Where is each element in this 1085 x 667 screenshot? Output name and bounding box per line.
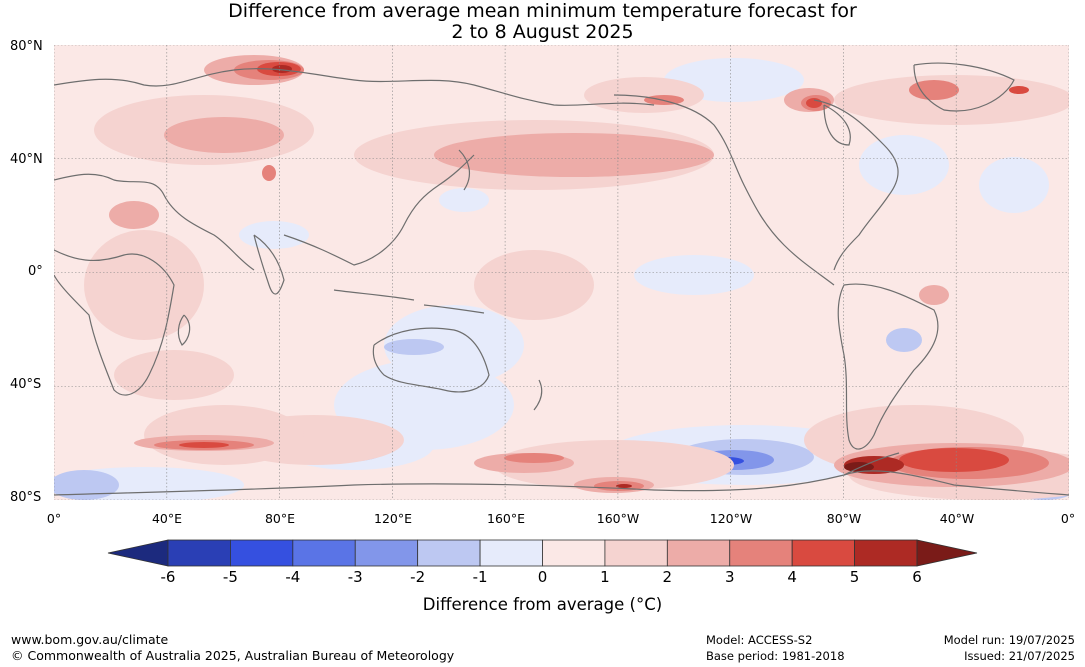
colorbar-segment <box>542 539 606 567</box>
map-title-line-2: 2 to 8 August 2025 <box>451 21 634 43</box>
lon-label-80w: 80°W <box>826 511 862 526</box>
footer-issued: Issued: 21/07/2025 <box>964 649 1075 663</box>
lon-label-80e: 80°E <box>264 511 296 526</box>
colorbar <box>107 539 978 567</box>
lat-label-0: 0° <box>28 264 43 279</box>
colorbar-segments <box>107 539 978 567</box>
colorbar-tick-label: -4 <box>285 568 301 586</box>
lon-label-0-right: 0° <box>1060 511 1076 526</box>
colorbar-segment <box>230 539 294 567</box>
footer-model: Model: ACCESS-S2 <box>706 633 813 647</box>
colorbar-tick-label: -6 <box>160 568 176 586</box>
colorbar-label: Difference from average (°C) <box>422 595 663 614</box>
colorbar-tick-label: 3 <box>724 568 735 586</box>
colorbar-segment <box>729 539 793 567</box>
map-title-line-1: Difference from average mean minimum tem… <box>228 0 857 22</box>
coastlines <box>54 62 1069 496</box>
colorbar-segment <box>292 539 356 567</box>
lon-label-0-left: 0° <box>46 511 62 526</box>
colorbar-segment <box>666 539 731 567</box>
colorbar-tick-label: -1 <box>472 568 488 586</box>
colorbar-tick-label: -5 <box>222 568 238 586</box>
footer-copyright: © Commonwealth of Australia 2025, Austra… <box>11 648 455 663</box>
lon-label-120e: 120°E <box>373 511 413 526</box>
temperature-anomaly-map <box>54 45 1069 500</box>
colorbar-tick-label: 1 <box>600 568 610 586</box>
lon-label-120w: 120°W <box>709 511 753 526</box>
colorbar-extend-high <box>916 539 978 567</box>
lon-label-40w: 40°W <box>939 511 975 526</box>
colorbar-tick-label: -2 <box>410 568 426 586</box>
lon-label-40e: 40°E <box>151 511 183 526</box>
colorbar-segment <box>167 539 231 567</box>
lat-label-40s: 40°S <box>10 377 42 392</box>
lon-label-160w: 160°W <box>596 511 640 526</box>
footer-base-period: Base period: 1981-2018 <box>706 649 845 663</box>
footer-website: www.bom.gov.au/climate <box>11 632 169 647</box>
lat-label-80n: 80°N <box>10 39 43 54</box>
colorbar-tick-label: 5 <box>849 568 860 586</box>
colorbar-tick-label: 6 <box>912 568 922 586</box>
colorbar-segment <box>417 539 481 567</box>
colorbar-tick-label: 4 <box>787 568 797 586</box>
colorbar-tick-label: -3 <box>347 568 363 586</box>
anomaly-field <box>54 55 1069 500</box>
colorbar-tick-label: 2 <box>662 568 673 586</box>
colorbar-extend-low <box>107 539 169 567</box>
graticule <box>54 45 1069 500</box>
colorbar-segment <box>604 539 668 567</box>
lon-label-160e: 160°E <box>486 511 526 526</box>
footer-model-run: Model run: 19/07/2025 <box>943 633 1075 647</box>
colorbar-tick-label: 0 <box>537 568 548 586</box>
colorbar-segment <box>479 539 543 567</box>
colorbar-segment <box>854 539 918 567</box>
colorbar-segment <box>791 539 855 567</box>
colorbar-segment <box>354 539 419 567</box>
lat-label-40n: 40°N <box>10 152 43 167</box>
lat-label-80s: 80°S <box>10 490 42 505</box>
